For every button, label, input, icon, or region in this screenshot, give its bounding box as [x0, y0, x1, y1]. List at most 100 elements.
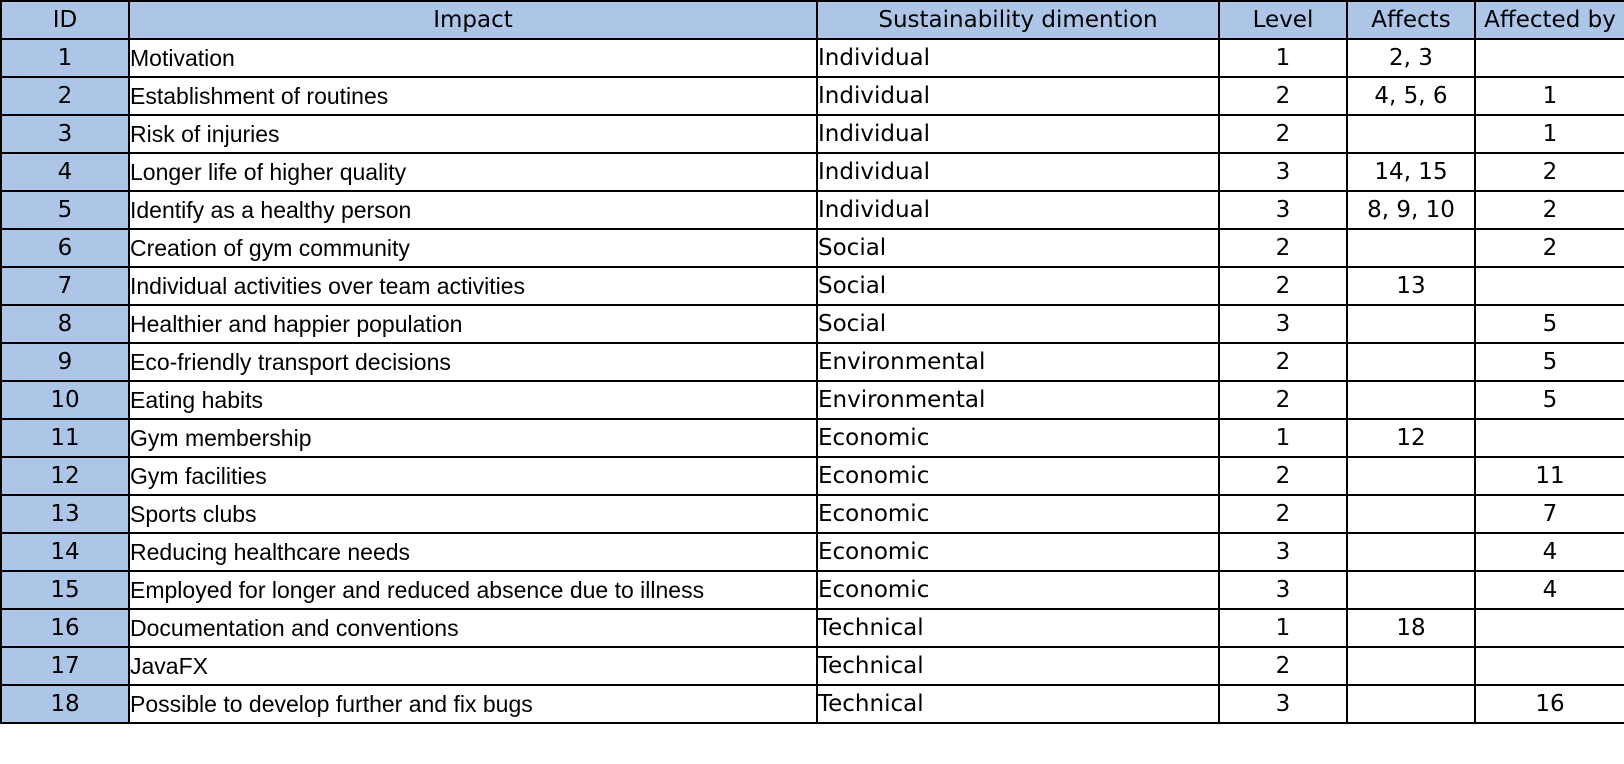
- cell-sustainability-dimension[interactable]: Social: [816, 228, 1220, 268]
- cell-level[interactable]: 2: [1218, 380, 1348, 420]
- cell-sustainability-dimension[interactable]: Economic: [816, 494, 1220, 534]
- cell-id[interactable]: 11: [0, 418, 130, 458]
- cell-affected-by[interactable]: 4: [1474, 570, 1624, 610]
- cell-affects[interactable]: [1346, 646, 1476, 686]
- cell-id[interactable]: 14: [0, 532, 130, 572]
- cell-affected-by[interactable]: [1474, 646, 1624, 686]
- cell-impact[interactable]: Employed for longer and reduced absence …: [128, 570, 818, 610]
- cell-id[interactable]: 12: [0, 456, 130, 496]
- cell-sustainability-dimension[interactable]: Social: [816, 266, 1220, 306]
- cell-impact[interactable]: Establishment of routines: [128, 76, 818, 116]
- cell-affected-by[interactable]: 1: [1474, 76, 1624, 116]
- cell-affected-by[interactable]: 11: [1474, 456, 1624, 496]
- cell-affects[interactable]: [1346, 114, 1476, 154]
- cell-affects[interactable]: [1346, 380, 1476, 420]
- header-id[interactable]: ID: [0, 0, 130, 40]
- cell-sustainability-dimension[interactable]: Environmental: [816, 342, 1220, 382]
- cell-affects[interactable]: [1346, 532, 1476, 572]
- cell-sustainability-dimension[interactable]: Economic: [816, 532, 1220, 572]
- cell-level[interactable]: 2: [1218, 266, 1348, 306]
- header-affected-by[interactable]: Affected by: [1474, 0, 1624, 40]
- cell-impact[interactable]: Documentation and conventions: [128, 608, 818, 648]
- cell-affected-by[interactable]: 2: [1474, 190, 1624, 230]
- cell-affected-by[interactable]: 5: [1474, 380, 1624, 420]
- cell-impact[interactable]: Motivation: [128, 38, 818, 78]
- header-affects[interactable]: Affects: [1346, 0, 1476, 40]
- cell-impact[interactable]: Eating habits: [128, 380, 818, 420]
- cell-level[interactable]: 2: [1218, 494, 1348, 534]
- cell-impact[interactable]: Possible to develop further and fix bugs: [128, 684, 818, 724]
- cell-affects[interactable]: 18: [1346, 608, 1476, 648]
- cell-level[interactable]: 2: [1218, 228, 1348, 268]
- cell-affected-by[interactable]: [1474, 418, 1624, 458]
- cell-affects[interactable]: [1346, 684, 1476, 724]
- cell-id[interactable]: 1: [0, 38, 130, 78]
- cell-id[interactable]: 10: [0, 380, 130, 420]
- cell-impact[interactable]: Creation of gym community: [128, 228, 818, 268]
- cell-impact[interactable]: Reducing healthcare needs: [128, 532, 818, 572]
- cell-id[interactable]: 15: [0, 570, 130, 610]
- cell-sustainability-dimension[interactable]: Individual: [816, 38, 1220, 78]
- cell-affected-by[interactable]: 5: [1474, 304, 1624, 344]
- cell-id[interactable]: 4: [0, 152, 130, 192]
- cell-affected-by[interactable]: 2: [1474, 228, 1624, 268]
- cell-level[interactable]: 3: [1218, 152, 1348, 192]
- header-level[interactable]: Level: [1218, 0, 1348, 40]
- cell-level[interactable]: 2: [1218, 76, 1348, 116]
- cell-level[interactable]: 2: [1218, 342, 1348, 382]
- cell-impact[interactable]: Individual activities over team activiti…: [128, 266, 818, 306]
- cell-affected-by[interactable]: [1474, 38, 1624, 78]
- cell-affected-by[interactable]: 1: [1474, 114, 1624, 154]
- cell-id[interactable]: 9: [0, 342, 130, 382]
- cell-affects[interactable]: 12: [1346, 418, 1476, 458]
- cell-impact[interactable]: Longer life of higher quality: [128, 152, 818, 192]
- cell-sustainability-dimension[interactable]: Economic: [816, 570, 1220, 610]
- cell-id[interactable]: 5: [0, 190, 130, 230]
- cell-id[interactable]: 8: [0, 304, 130, 344]
- cell-impact[interactable]: JavaFX: [128, 646, 818, 686]
- cell-level[interactable]: 3: [1218, 532, 1348, 572]
- cell-level[interactable]: 1: [1218, 608, 1348, 648]
- cell-affects[interactable]: 14, 15: [1346, 152, 1476, 192]
- cell-sustainability-dimension[interactable]: Economic: [816, 418, 1220, 458]
- cell-affected-by[interactable]: 4: [1474, 532, 1624, 572]
- cell-id[interactable]: 7: [0, 266, 130, 306]
- cell-affected-by[interactable]: 2: [1474, 152, 1624, 192]
- cell-affected-by[interactable]: 5: [1474, 342, 1624, 382]
- cell-id[interactable]: 17: [0, 646, 130, 686]
- cell-affects[interactable]: [1346, 342, 1476, 382]
- cell-affected-by[interactable]: [1474, 266, 1624, 306]
- cell-affects[interactable]: 4, 5, 6: [1346, 76, 1476, 116]
- cell-sustainability-dimension[interactable]: Individual: [816, 114, 1220, 154]
- cell-id[interactable]: 13: [0, 494, 130, 534]
- cell-affected-by[interactable]: [1474, 608, 1624, 648]
- cell-level[interactable]: 2: [1218, 456, 1348, 496]
- cell-impact[interactable]: Healthier and happier population: [128, 304, 818, 344]
- cell-affects[interactable]: [1346, 570, 1476, 610]
- cell-id[interactable]: 3: [0, 114, 130, 154]
- header-impact[interactable]: Impact: [128, 0, 818, 40]
- cell-impact[interactable]: Risk of injuries: [128, 114, 818, 154]
- cell-impact[interactable]: Gym facilities: [128, 456, 818, 496]
- cell-sustainability-dimension[interactable]: Economic: [816, 456, 1220, 496]
- cell-affects[interactable]: 8, 9, 10: [1346, 190, 1476, 230]
- cell-impact[interactable]: Eco-friendly transport decisions: [128, 342, 818, 382]
- cell-impact[interactable]: Gym membership: [128, 418, 818, 458]
- cell-sustainability-dimension[interactable]: Individual: [816, 76, 1220, 116]
- cell-sustainability-dimension[interactable]: Individual: [816, 152, 1220, 192]
- cell-level[interactable]: 1: [1218, 418, 1348, 458]
- cell-id[interactable]: 6: [0, 228, 130, 268]
- cell-sustainability-dimension[interactable]: Individual: [816, 190, 1220, 230]
- header-sustainability-dimension[interactable]: Sustainability dimention: [816, 0, 1220, 40]
- cell-impact[interactable]: Identify as a healthy person: [128, 190, 818, 230]
- cell-level[interactable]: 3: [1218, 304, 1348, 344]
- cell-id[interactable]: 2: [0, 76, 130, 116]
- cell-id[interactable]: 16: [0, 608, 130, 648]
- cell-affected-by[interactable]: 7: [1474, 494, 1624, 534]
- cell-affects[interactable]: [1346, 494, 1476, 534]
- cell-affects[interactable]: [1346, 228, 1476, 268]
- cell-level[interactable]: 2: [1218, 646, 1348, 686]
- cell-affects[interactable]: [1346, 304, 1476, 344]
- cell-affects[interactable]: 2, 3: [1346, 38, 1476, 78]
- cell-level[interactable]: 3: [1218, 570, 1348, 610]
